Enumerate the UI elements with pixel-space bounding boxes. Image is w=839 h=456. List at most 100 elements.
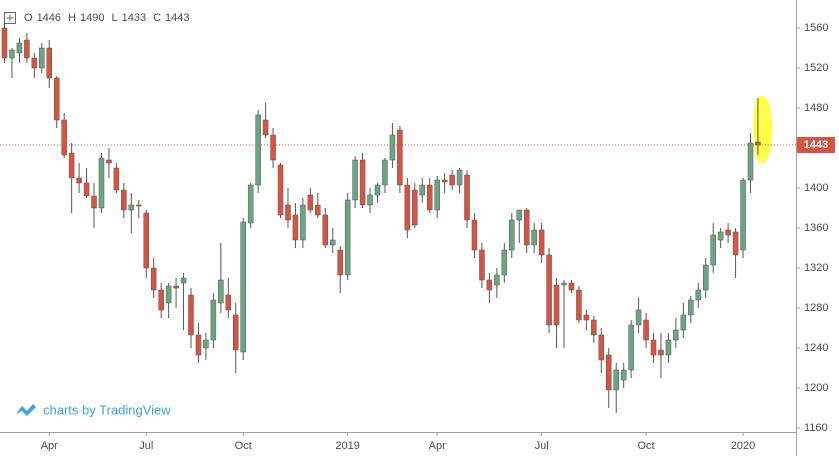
candle-body [98,157,105,209]
candle-body [195,334,202,356]
candle-body [143,212,149,269]
candle-body [352,159,358,201]
last-price-tag [797,137,835,153]
candle-body [31,57,38,69]
y-tick-label: 1560 [804,22,828,34]
candle-body [688,299,694,316]
candle-body [53,77,60,121]
watermark-text: charts by TradingView [43,402,171,417]
candle-body [531,229,537,246]
candle-body [501,249,508,276]
candle-body [471,219,478,251]
candle-body [285,204,291,221]
candle-body [180,277,187,284]
candle-body [300,204,306,241]
candle-body [121,189,127,211]
x-tick-label: 2020 [731,440,755,452]
candle-body [9,49,15,59]
candle-body [643,319,649,341]
candle-body [538,229,545,256]
candle-body [277,164,284,216]
candle-body [292,214,299,241]
y-tick-label: 1280 [804,302,828,314]
candle-body [255,114,261,186]
candle-body [203,339,209,349]
candle-body [270,134,276,161]
candle-body [591,319,597,336]
y-tick-label: 1520 [804,62,828,74]
candle-body [650,339,657,356]
ohlc-value: 1490 [80,12,104,24]
candle-body [620,369,627,381]
candle-body [68,152,75,179]
last-price-label: 1443 [804,139,828,151]
candle-body [576,289,582,321]
candle-body [755,141,761,146]
candle-body [747,142,754,181]
x-tick-label: Oct [235,440,252,452]
y-tick-label: 1320 [804,262,828,274]
candle-body [337,249,343,276]
candle-body [509,219,515,251]
candle-body [673,329,679,341]
candle-body [702,264,709,291]
candle-body [389,134,396,161]
candle-body [516,209,522,221]
header [4,12,16,24]
candle-body [658,349,664,356]
candle-body [165,285,172,304]
candle-body [606,354,612,391]
candle-body [76,177,82,184]
y-tick-label: 1160 [804,422,828,434]
header-icon[interactable] [4,12,16,24]
watermark-logo [16,404,36,416]
x-tick-label: Jul [535,440,549,452]
ohlc-label: C [153,12,161,24]
candle-body [46,47,53,79]
candle-body [382,159,388,186]
y-tick-label: 1360 [804,222,828,234]
candle-body [128,204,135,211]
candle-body [553,284,560,326]
y-tick-label: 1480 [804,102,828,114]
candle-body [374,184,381,196]
candle-body [740,179,746,251]
candle-body [628,324,634,371]
candle-body [210,299,217,341]
candle-body [635,309,642,326]
candle-body [486,279,493,291]
candle-body [329,239,336,246]
ohlc-value: 1446 [37,12,61,24]
ohlc-label: H [68,12,76,24]
candle-body [173,285,179,289]
watermark: charts by TradingView [16,402,171,417]
candle-body [494,274,500,286]
x-tick-label: 2019 [335,440,359,452]
candle-body [561,282,567,286]
y-tick-label: 1400 [804,182,828,194]
candle-body [717,231,724,241]
candle-body [150,267,157,291]
candle-body [1,27,8,59]
ohlc-value: 1433 [122,12,146,24]
candle-body [158,289,164,311]
ohlc-label: L [111,12,117,24]
y-tick-label: 1240 [804,342,828,354]
candle-body [113,167,120,191]
candle-body [359,159,366,206]
candle-body [397,129,403,186]
x-tick-label: Apr [41,440,58,452]
candle-body [307,194,314,211]
candle-body [725,229,731,236]
candle-body [732,231,739,256]
candle-body [680,314,687,331]
candle-body [367,194,373,206]
candle-body [247,184,254,224]
candle-body [426,184,433,211]
candle-body [665,339,672,356]
candle-body [188,294,194,336]
candle-body [106,159,112,164]
y-tick-label: 1200 [804,382,828,394]
